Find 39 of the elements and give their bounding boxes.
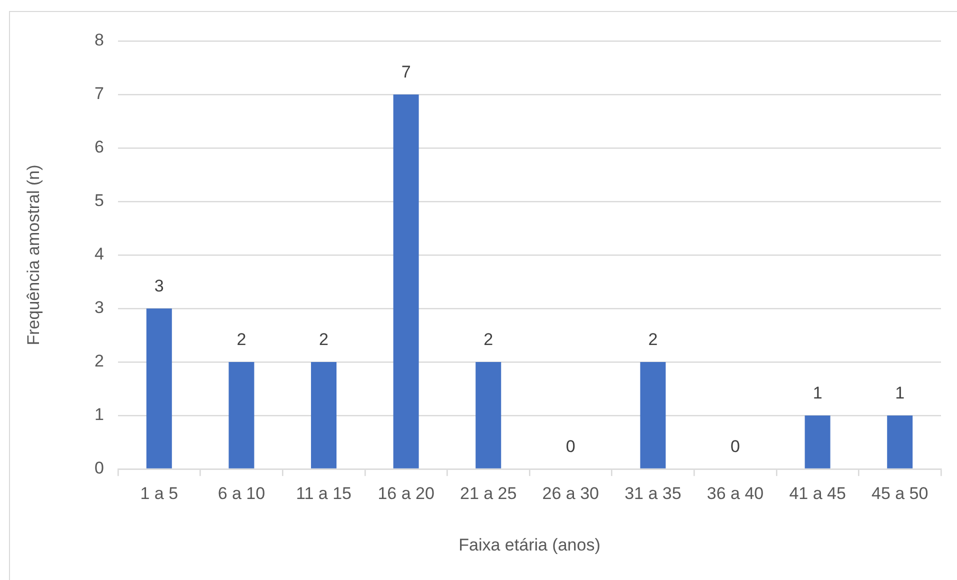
y-tick-label: 8 [94,30,104,50]
y-axis-title: Frequência amostral (n) [24,164,43,346]
y-tick-label: 2 [94,352,104,371]
bar [476,362,502,468]
x-tick-label: 31 a 35 [624,484,682,503]
data-label: 3 [154,276,164,296]
y-tick-label: 6 [94,138,104,157]
data-label: 2 [484,330,494,350]
x-tick-label: 21 a 25 [460,484,517,503]
x-tick-label: 26 a 30 [542,484,600,503]
data-label: 2 [319,330,328,350]
y-tick-label: 7 [94,84,104,104]
x-tick-label: 36 a 40 [706,484,764,503]
x-tick-label: 6 a 10 [218,484,266,503]
y-tick-label: 4 [94,244,104,264]
y-tick-label: 3 [94,298,104,318]
data-label: 0 [566,437,576,456]
bar [146,308,172,468]
x-tick-label: 45 a 50 [871,484,928,503]
data-label: 1 [812,384,822,403]
data-label: 0 [730,437,740,456]
x-tick-label: 16 a 20 [378,484,434,503]
data-label: 1 [895,384,905,403]
bar [887,416,913,468]
x-tick-label: 11 a 15 [296,484,352,503]
x-tick-label: 41 a 45 [789,484,846,503]
y-tick-label: 0 [94,458,104,478]
y-tick-label: 1 [94,405,104,424]
bar [640,362,666,468]
data-label: 7 [401,62,411,82]
data-label: 2 [648,330,658,350]
data-label: 2 [236,330,246,350]
x-axis-title: Faixa etária (anos) [458,535,600,554]
bar [393,94,419,468]
bar [310,362,337,468]
bar [804,416,830,468]
bar [228,362,254,468]
x-tick-label: 1 a 5 [140,484,178,503]
y-tick-label: 5 [94,191,104,210]
